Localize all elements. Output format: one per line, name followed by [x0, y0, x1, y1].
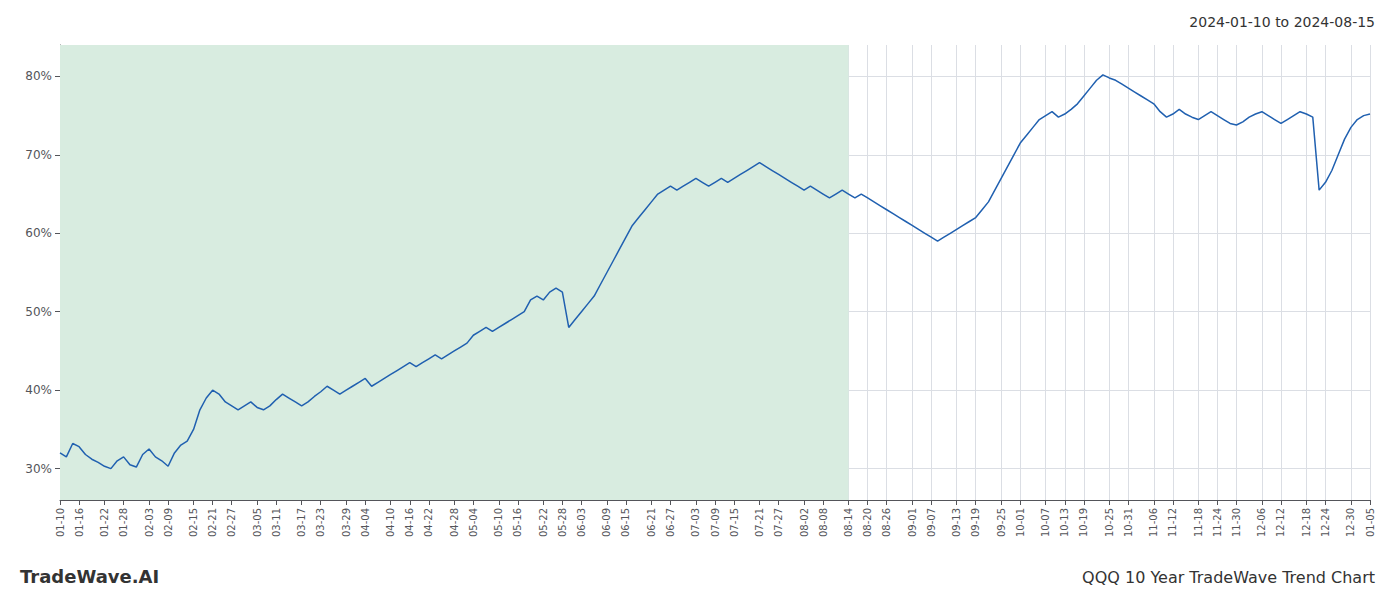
svg-text:07-03: 07-03: [690, 508, 701, 537]
svg-text:10-31: 10-31: [1123, 508, 1134, 537]
svg-text:02-03: 02-03: [144, 508, 155, 537]
svg-text:01-10: 01-10: [55, 508, 66, 537]
svg-text:01-16: 01-16: [74, 508, 85, 537]
svg-text:10-25: 10-25: [1104, 508, 1115, 537]
svg-text:03-05: 03-05: [252, 508, 263, 537]
svg-text:05-04: 05-04: [468, 508, 479, 537]
svg-text:01-05: 01-05: [1365, 508, 1376, 537]
svg-text:09-19: 09-19: [970, 508, 981, 537]
svg-text:10-07: 10-07: [1040, 508, 1051, 537]
svg-text:05-28: 05-28: [557, 508, 568, 537]
svg-text:12-12: 12-12: [1275, 508, 1286, 537]
svg-text:06-09: 06-09: [601, 508, 612, 537]
svg-text:05-16: 05-16: [512, 508, 523, 537]
svg-text:50%: 50%: [25, 305, 52, 319]
svg-text:04-10: 04-10: [385, 508, 396, 537]
svg-text:10-01: 10-01: [1015, 508, 1026, 537]
svg-text:07-21: 07-21: [754, 508, 765, 537]
svg-text:04-04: 04-04: [360, 508, 371, 537]
svg-text:08-14: 08-14: [843, 508, 854, 537]
svg-text:04-16: 04-16: [404, 508, 415, 537]
svg-text:TradeWave.AI: TradeWave.AI: [20, 566, 159, 587]
svg-text:09-13: 09-13: [951, 508, 962, 537]
svg-text:10-13: 10-13: [1059, 508, 1070, 537]
svg-text:01-28: 01-28: [118, 508, 129, 537]
svg-text:09-25: 09-25: [996, 508, 1007, 537]
svg-text:12-18: 12-18: [1301, 508, 1312, 537]
svg-text:06-15: 06-15: [620, 508, 631, 537]
svg-text:02-15: 02-15: [188, 508, 199, 537]
svg-text:11-06: 11-06: [1148, 508, 1159, 537]
svg-text:08-08: 08-08: [818, 508, 829, 537]
svg-text:04-22: 04-22: [423, 508, 434, 537]
svg-text:11-18: 11-18: [1193, 508, 1204, 537]
svg-text:40%: 40%: [25, 383, 52, 397]
svg-text:01-22: 01-22: [99, 508, 110, 537]
svg-text:05-22: 05-22: [538, 508, 549, 537]
svg-text:03-23: 03-23: [315, 508, 326, 537]
svg-text:02-09: 02-09: [163, 508, 174, 537]
svg-text:06-27: 06-27: [665, 508, 676, 537]
svg-text:06-21: 06-21: [646, 508, 657, 537]
svg-text:2024-01-10 to 2024-08-15: 2024-01-10 to 2024-08-15: [1189, 14, 1375, 30]
svg-text:06-03: 06-03: [576, 508, 587, 537]
svg-text:02-27: 02-27: [226, 508, 237, 537]
svg-text:10-19: 10-19: [1078, 508, 1089, 537]
svg-text:60%: 60%: [25, 226, 52, 240]
svg-text:12-30: 12-30: [1345, 508, 1356, 537]
svg-text:08-02: 08-02: [799, 508, 810, 537]
svg-text:08-20: 08-20: [862, 508, 873, 537]
svg-text:30%: 30%: [25, 462, 52, 476]
svg-text:11-30: 11-30: [1231, 508, 1242, 537]
svg-text:80%: 80%: [25, 69, 52, 83]
svg-text:QQQ 10 Year TradeWave Trend Ch: QQQ 10 Year TradeWave Trend Chart: [1082, 568, 1375, 587]
svg-text:02-21: 02-21: [207, 508, 218, 537]
svg-text:04-28: 04-28: [449, 508, 460, 537]
svg-text:12-06: 12-06: [1256, 508, 1267, 537]
svg-text:70%: 70%: [25, 148, 52, 162]
svg-text:12-24: 12-24: [1320, 508, 1331, 537]
svg-text:05-10: 05-10: [493, 508, 504, 537]
svg-text:11-24: 11-24: [1212, 508, 1223, 537]
svg-text:03-17: 03-17: [296, 508, 307, 537]
svg-text:07-15: 07-15: [729, 508, 740, 537]
svg-text:07-27: 07-27: [773, 508, 784, 537]
svg-text:11-12: 11-12: [1167, 508, 1178, 537]
svg-text:03-29: 03-29: [341, 508, 352, 537]
svg-text:03-11: 03-11: [271, 508, 282, 537]
svg-text:08-26: 08-26: [881, 508, 892, 537]
svg-text:09-01: 09-01: [907, 508, 918, 537]
svg-text:09-07: 09-07: [926, 508, 937, 537]
svg-text:07-09: 07-09: [710, 508, 721, 537]
